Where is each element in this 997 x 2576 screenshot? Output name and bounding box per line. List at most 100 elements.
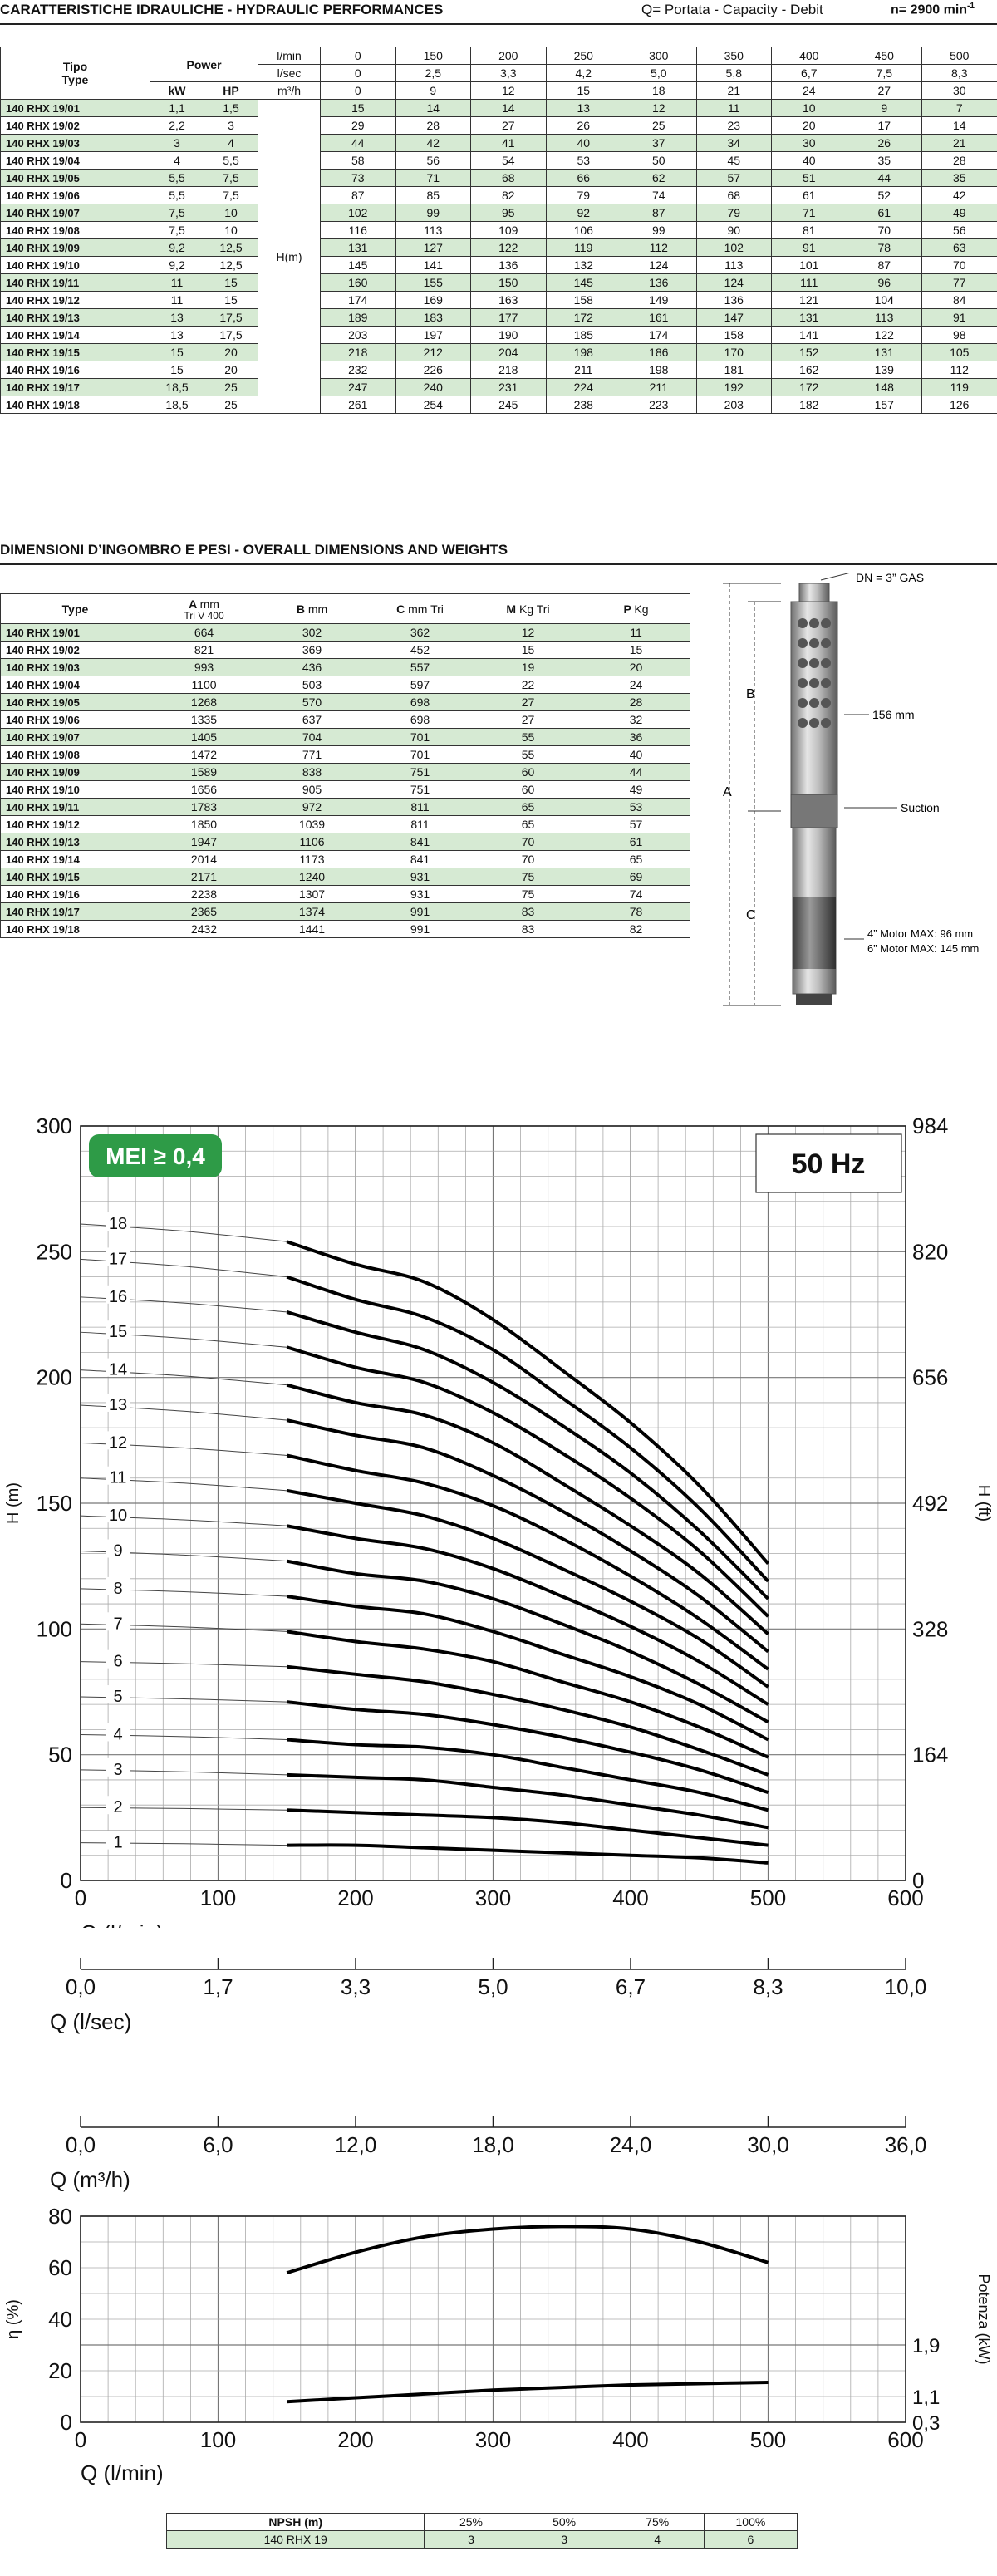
- row-head: 99: [395, 204, 472, 222]
- curve-label-bg: [106, 1358, 130, 1377]
- row-head: 99: [621, 221, 697, 239]
- dim-p: 11: [582, 623, 690, 642]
- dim-c: 841: [366, 833, 474, 851]
- q-lsec-6: 6,7: [771, 64, 847, 82]
- curve-label: 2: [113, 1798, 122, 1816]
- x-tick: 0: [75, 2427, 86, 2452]
- row-head: 66: [545, 169, 622, 187]
- curve-label-bg: [106, 1539, 130, 1558]
- dim-m: 15: [474, 641, 582, 659]
- capacity-note: Q= Portata - Capacity - Debit: [641, 2, 823, 17]
- curve-label: 6: [113, 1653, 122, 1671]
- unit-m3h: m³/h: [258, 81, 322, 100]
- curve-18: [286, 1240, 770, 1565]
- suction-grid: [790, 794, 838, 828]
- x-tick: 600: [887, 1885, 923, 1910]
- row-head: 25: [621, 116, 697, 135]
- row-kw: 7,5: [150, 204, 204, 222]
- dim-p: 20: [582, 658, 690, 676]
- row-head: 131: [846, 343, 923, 361]
- row-head: 131: [771, 308, 847, 327]
- curve-label-bg: [106, 1685, 130, 1704]
- row-head: 57: [695, 169, 773, 187]
- x-tick: 300: [475, 2427, 511, 2452]
- dim-b: 1039: [258, 815, 366, 833]
- y-tick-right: 164: [912, 1743, 948, 1767]
- curve-label: 16: [109, 1288, 127, 1306]
- axis-tick-label: 6,7: [616, 1974, 646, 1999]
- curve-label-bg: [106, 1796, 130, 1815]
- curve-thin: [80, 1223, 287, 1242]
- row-head: 204: [470, 343, 547, 361]
- dim-type: 140 RHX 19/13: [0, 833, 150, 851]
- dim-p: 53: [582, 798, 690, 816]
- dim-c: 362: [366, 623, 474, 642]
- hydraulic-table: Tipo Type Power l/min 0 150 200 250 300 350 400…: [0, 47, 997, 414]
- q-m3h-1: 9: [395, 81, 472, 100]
- curve-label: 5: [113, 1688, 122, 1706]
- row-head: 17: [846, 116, 923, 135]
- q-lsec-5: 5,8: [695, 64, 773, 82]
- row-kw: 9,2: [150, 256, 204, 274]
- plot-frame: [80, 1125, 906, 1881]
- hydraulic-row: 140 RHX 19/06 5,5 7,5 87 85 82 79 74 68 61 52 42: [0, 186, 997, 204]
- dim-a: 2014: [150, 850, 258, 868]
- dim-a: 1100: [150, 676, 258, 694]
- row-kw: 11: [150, 273, 204, 292]
- row-head: 111: [771, 273, 847, 292]
- row-hp: 1,5: [203, 99, 259, 117]
- row-kw: 3: [150, 134, 204, 152]
- row-head: 50: [621, 151, 697, 170]
- hydraulic-row: 140 RHX 19/04 4 5,5 58 56 54 53 50 45 40 35 28: [0, 151, 997, 170]
- row-head: 174: [621, 326, 697, 344]
- curve-label: 10: [109, 1507, 127, 1525]
- npsh-row-label: 140 RHX 19: [165, 2530, 425, 2549]
- row-head: 34: [695, 134, 773, 152]
- row-head: 150: [470, 273, 547, 292]
- row-head: 218: [320, 343, 396, 361]
- dim-b: 771: [258, 745, 366, 764]
- row-type: 140 RHX 19/18: [0, 396, 150, 414]
- row-head: 203: [695, 396, 773, 414]
- row-type: 140 RHX 19/01: [0, 99, 150, 117]
- row-hp: 3: [203, 116, 259, 135]
- row-head: 182: [771, 396, 847, 414]
- row-head: 172: [545, 308, 622, 327]
- row-head: 124: [695, 273, 773, 292]
- curve-5: [287, 1700, 769, 1794]
- curve-label-bg: [106, 1247, 130, 1266]
- dim-b: 570: [258, 693, 366, 711]
- curve-14: [286, 1383, 769, 1635]
- row-head: 78: [846, 238, 923, 257]
- motor6-label: 6” Motor MAX: 145 mm: [867, 942, 979, 955]
- row-head: 54: [470, 151, 547, 170]
- row-hp: 25: [203, 396, 259, 414]
- x-tick: 500: [750, 1885, 786, 1910]
- dim-c: 701: [366, 745, 474, 764]
- dim-a: 1947: [150, 833, 258, 851]
- row-type: 140 RHX 19/06: [0, 186, 150, 204]
- dimension-row: 140 RHX 19/18 2432 1441 991 83 82: [0, 920, 690, 938]
- dim-c: 452: [366, 641, 474, 659]
- dim-c: 931: [366, 868, 474, 886]
- row-head: 157: [846, 396, 923, 414]
- dim-type: 140 RHX 19/04: [0, 676, 150, 694]
- curve-16: [286, 1310, 769, 1600]
- row-hp: 20: [203, 361, 259, 379]
- dim-p: 74: [582, 885, 690, 903]
- dim-a: 664: [150, 623, 258, 642]
- curve-label: 8: [113, 1580, 122, 1598]
- axis-tick-label: 0,0: [66, 2132, 96, 2157]
- dim-c: 841: [366, 850, 474, 868]
- row-head: 212: [395, 343, 472, 361]
- y-tick: 300: [37, 1113, 72, 1138]
- row-head: 42: [395, 134, 472, 152]
- row-head: 232: [320, 361, 396, 379]
- npsh-val-75: 4: [610, 2530, 705, 2549]
- col-type: Tipo Type: [0, 47, 150, 100]
- row-head: 183: [395, 308, 472, 327]
- dim-a: 1335: [150, 710, 258, 729]
- row-head: 44: [846, 169, 923, 187]
- unit-lsec: l/sec: [258, 64, 322, 82]
- row-kw: 13: [150, 308, 204, 327]
